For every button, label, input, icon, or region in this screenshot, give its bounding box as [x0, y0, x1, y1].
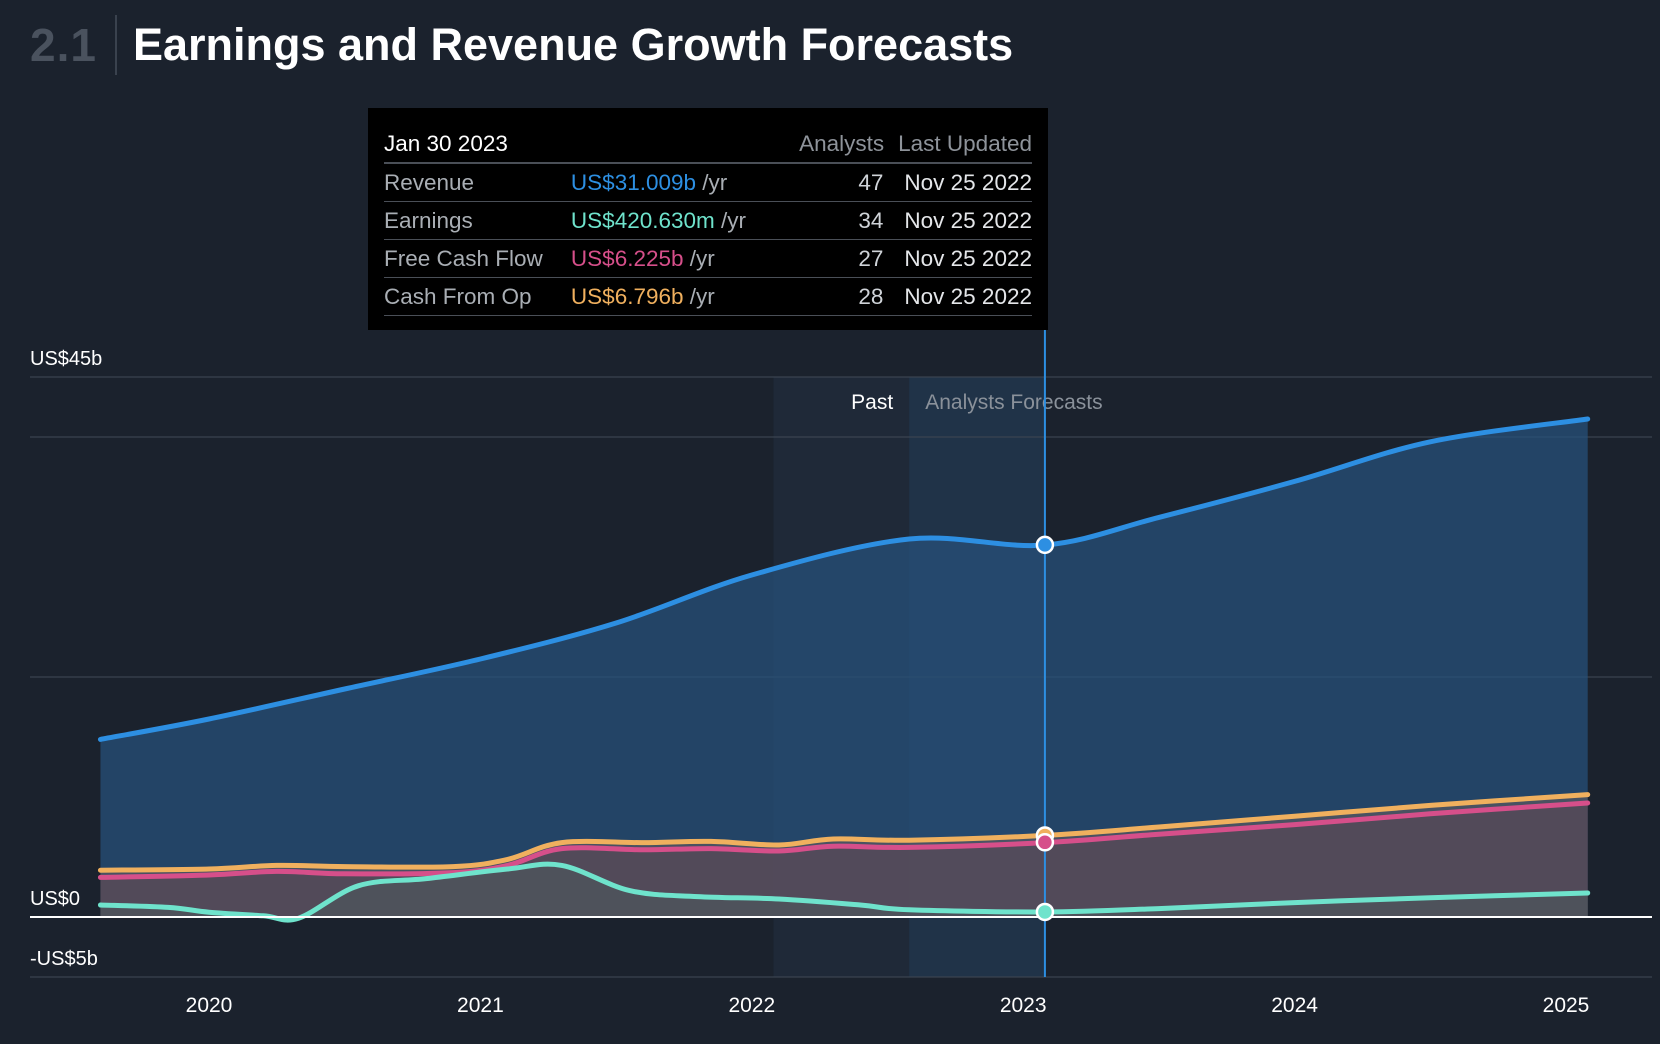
- x-tick-label: 2024: [1271, 994, 1318, 1017]
- metric-name: Cash From Op: [384, 283, 532, 309]
- metric-unit: /yr: [683, 283, 715, 309]
- tooltip-header: Jan 30 2023 Analysts Last Updated: [384, 126, 1032, 164]
- cash_from_op-line: [97, 792, 1591, 873]
- metric-value: US$31.009b: [570, 169, 697, 195]
- earnings-marker: [1035, 902, 1055, 922]
- metric-value-cell: US$6.225b /yr: [571, 246, 801, 272]
- x-tick-label: 2023: [1000, 994, 1047, 1017]
- metric-value: US$6.796b: [570, 283, 684, 309]
- metric-value-cell: US$6.796b /yr: [571, 284, 801, 310]
- revenue-line: [97, 416, 1591, 742]
- tooltip-row: Revenue US$31.009b /yr 47 Nov 25 2022: [384, 164, 1032, 202]
- metric-analysts: 28: [858, 283, 884, 309]
- metric-unit: /yr: [714, 207, 747, 233]
- tooltip-date: Jan 30 2023: [384, 131, 508, 156]
- metric-value-cell: US$31.009b /yr: [571, 170, 801, 196]
- metric-name: Revenue: [384, 169, 475, 195]
- series-lines: [97, 416, 1591, 923]
- earnings-line: [97, 861, 1591, 923]
- metric-updated: Nov 25 2022: [904, 207, 1032, 233]
- y-tick-label: US$45b: [30, 348, 102, 370]
- x-axis-labels: 2020 2021 2022 2023 2024 2025: [186, 994, 1590, 1017]
- past-label: Past: [851, 391, 893, 414]
- metric-name: Earnings: [384, 207, 473, 233]
- free_cash_flow-marker: [1035, 833, 1055, 852]
- metric-unit: /yr: [683, 245, 715, 271]
- metric-analysts: 47: [858, 169, 884, 195]
- earnings-area: [100, 864, 1588, 921]
- metric-name: Free Cash Flow: [384, 245, 543, 271]
- metric-value: US$6.225b: [570, 245, 684, 271]
- metric-value-cell: US$420.630m /yr: [571, 208, 801, 234]
- x-tick-label: 2025: [1543, 994, 1590, 1017]
- data-tooltip: Jan 30 2023 Analysts Last Updated Revenu…: [368, 108, 1048, 330]
- metric-analysts: 34: [858, 207, 884, 233]
- revenue-area: [100, 419, 1588, 917]
- forecast-label: Analysts Forecasts: [925, 391, 1102, 414]
- tooltip-col-analysts: Analysts: [799, 131, 885, 156]
- x-tick-label: 2020: [186, 994, 233, 1017]
- metric-value: US$420.630m: [570, 207, 715, 233]
- tooltip-row: Free Cash Flow US$6.225b /yr 27 Nov 25 2022: [384, 240, 1032, 278]
- metric-analysts: 27: [858, 245, 884, 271]
- metric-updated: Nov 25 2022: [904, 283, 1032, 309]
- free_cash_flow-line: [97, 800, 1591, 880]
- tooltip-row: Cash From Op US$6.796b /yr 28 Nov 25 2022: [384, 278, 1032, 316]
- metric-updated: Nov 25 2022: [904, 245, 1032, 271]
- x-tick-label: 2022: [728, 994, 775, 1017]
- y-tick-label: US$0: [30, 888, 80, 910]
- y-axis-labels: US$45b US$0 -US$5b: [30, 348, 102, 970]
- revenue-marker: [1035, 535, 1055, 555]
- section-number: 2.1: [30, 19, 97, 71]
- cursor-markers: [1035, 535, 1055, 922]
- header-divider: [114, 15, 117, 75]
- metric-updated: Nov 25 2022: [904, 169, 1032, 195]
- x-tick-label: 2021: [457, 994, 504, 1017]
- metric-unit: /yr: [696, 169, 728, 195]
- page-title: Earnings and Revenue Growth Forecasts: [132, 19, 1014, 70]
- tooltip-col-updated: Last Updated: [898, 131, 1032, 156]
- tooltip-row: Earnings US$420.630m /yr 34 Nov 25 2022: [384, 202, 1032, 240]
- y-tick-label: -US$5b: [30, 948, 98, 970]
- section-header: 2.1 Earnings and Revenue Growth Forecast…: [30, 14, 1013, 76]
